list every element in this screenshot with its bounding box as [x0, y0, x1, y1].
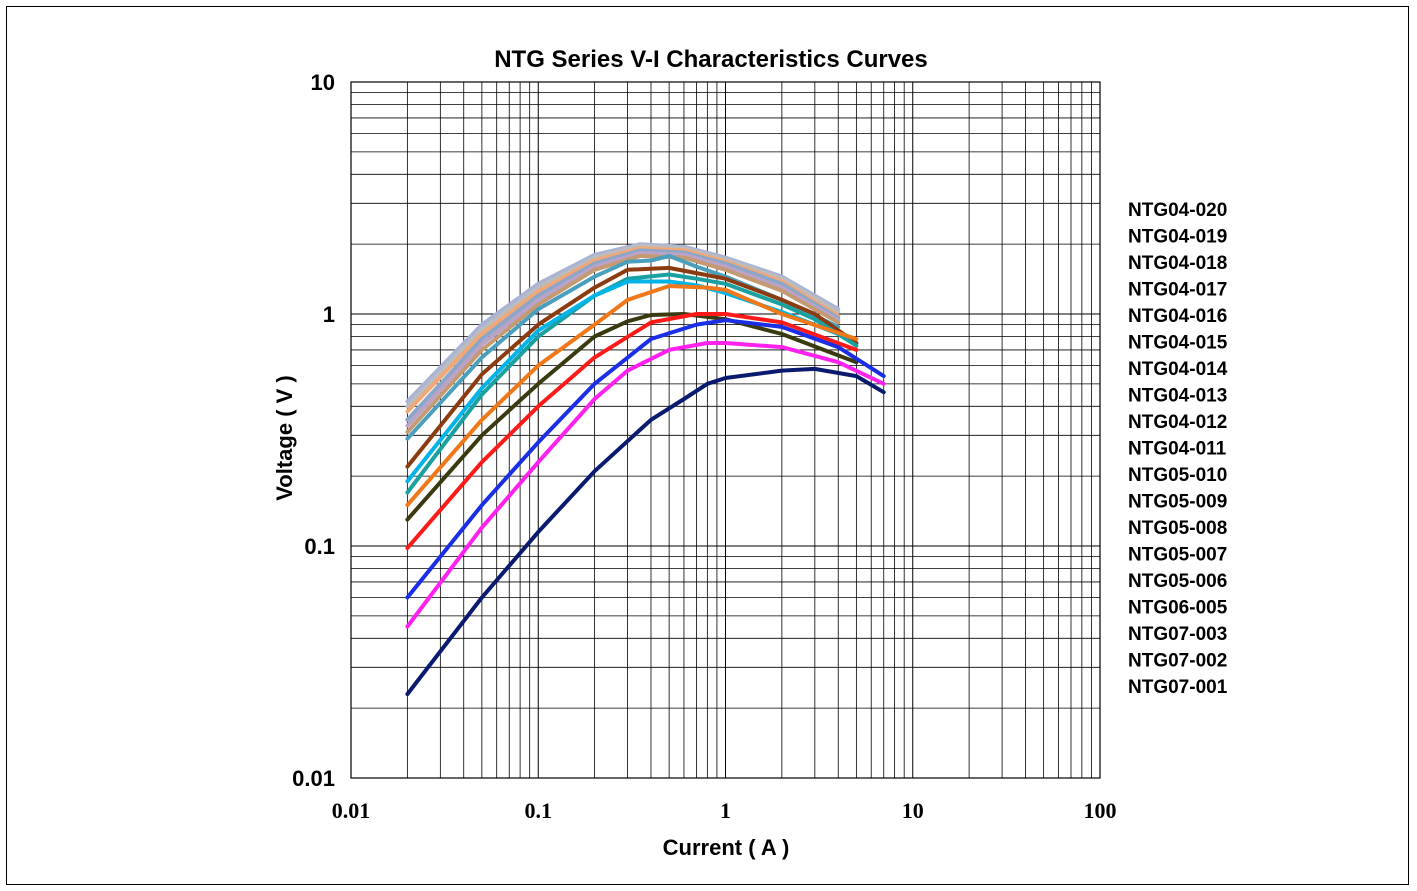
series-line-ntg04-018	[405, 246, 841, 414]
series-layer	[405, 242, 886, 697]
series-line-ntg05-006	[405, 341, 886, 629]
legend-entry: NTG06-005	[1128, 598, 1228, 619]
series-line-ntg04-016	[405, 251, 841, 428]
legend-entry: NTG04-019	[1128, 227, 1227, 248]
legend: NTG04-020 NTG04-019 NTG04-018 NTG04-017 NTG0…	[1128, 200, 1228, 698]
legend-entry: NTG07-003	[1128, 624, 1227, 645]
chart-title: NTG Series V-I Characteristics Curves	[494, 46, 928, 73]
x-tick-label: 0.1	[525, 798, 553, 823]
series-line-ntg05-007	[405, 318, 886, 600]
legend-entry: NTG04-011	[1128, 439, 1227, 460]
legend-entry: NTG05-007	[1128, 545, 1227, 566]
plot-area	[350, 81, 1101, 779]
y-tick-label: 0.1	[304, 534, 335, 559]
series-line-ntg04-013	[405, 265, 859, 469]
y-tick-label: 1	[323, 302, 335, 327]
legend-entry: NTG05-006	[1128, 571, 1227, 592]
legend-entry: NTG04-013	[1128, 386, 1227, 407]
legend-entry: NTG04-018	[1128, 253, 1227, 274]
legend-entry: NTG04-014	[1128, 359, 1228, 380]
y-tick-label: 10	[311, 70, 335, 95]
x-tick-label: 10	[902, 798, 924, 823]
series-line-ntg05-008	[405, 312, 859, 550]
legend-entry: NTG07-002	[1128, 651, 1227, 672]
series-line-ntg05-009	[405, 312, 859, 522]
plot-grid	[351, 82, 1100, 778]
legend-entry: NTG04-016	[1128, 306, 1227, 327]
y-tick-label: 0.01	[292, 766, 335, 791]
legend-entry: NTG05-010	[1128, 465, 1227, 486]
series-line-ntg04-015	[405, 253, 841, 434]
series-line-ntg05-010	[405, 284, 859, 508]
x-tick-label: 100	[1084, 798, 1117, 823]
y-axis-title: Voltage ( V )	[272, 375, 297, 501]
x-tick-label: 1	[720, 798, 731, 823]
legend-entry: NTG04-020	[1128, 200, 1227, 221]
legend-entry: NTG04-015	[1128, 333, 1228, 354]
series-line-ntg06-005	[405, 366, 886, 697]
legend-entry: NTG05-008	[1128, 518, 1227, 539]
legend-entry: NTG04-012	[1128, 412, 1227, 433]
legend-entry: NTG07-001	[1128, 677, 1228, 698]
x-axis-title: Current ( A )	[663, 835, 790, 860]
series-line-ntg04-019	[405, 243, 841, 409]
series-line-ntg04-017	[405, 248, 841, 422]
legend-entry: NTG04-017	[1128, 280, 1227, 301]
x-tick-label: 0.01	[332, 798, 371, 823]
series-line-ntg04-012	[405, 272, 859, 495]
legend-entry: NTG05-009	[1128, 492, 1227, 513]
tick-labels: 0.01 0.1 1 10 100 0.01 0.1 1 10	[292, 70, 1116, 823]
